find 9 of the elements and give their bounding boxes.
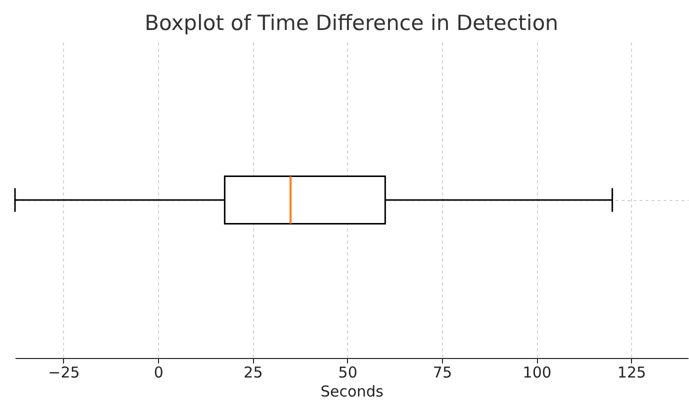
chart-title: Boxplot of Time Difference in Detection [144,11,558,35]
x-axis-title: Seconds [320,382,384,400]
x-tick-label: −25 [48,364,80,382]
x-tick-label: 125 [617,364,646,382]
x-tick-label: 25 [244,364,263,382]
x-tick-label: 50 [338,364,358,382]
x-tick-label: 0 [154,364,164,382]
x-tick-label: 75 [432,364,452,382]
x-tick-label: 100 [522,364,552,382]
